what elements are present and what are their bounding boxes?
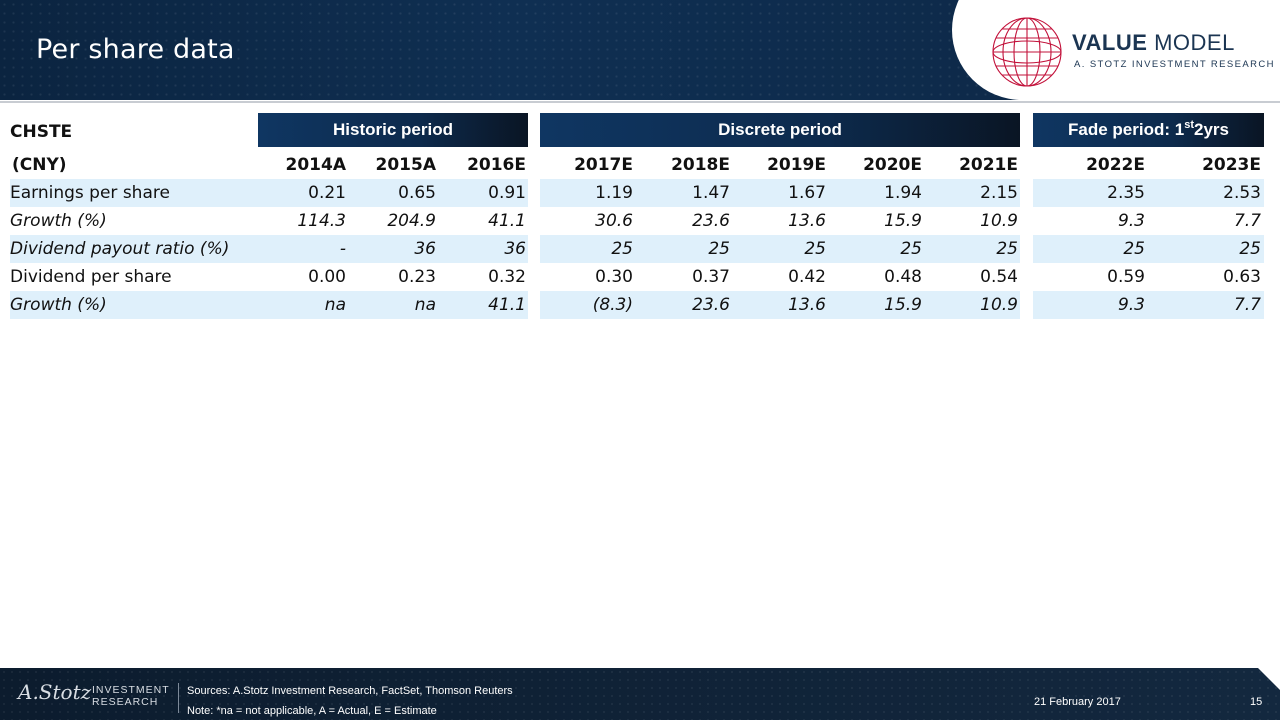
year-header-2022e: 2022E: [1086, 155, 1145, 175]
row-shade: [540, 179, 1020, 207]
page-number: 15: [1250, 696, 1263, 708]
table-cell: 25: [804, 239, 826, 259]
table-cell: 0.42: [788, 267, 826, 287]
header-banner: Per share data: [0, 0, 1280, 100]
year-header-2017e: 2017E: [574, 155, 633, 175]
year-header-2019e: 2019E: [767, 155, 826, 175]
footer-note: Note: *na = not applicable, A = Actual, …: [187, 705, 437, 717]
table-cell: 0.30: [595, 267, 633, 287]
table-cell: 0.37: [692, 267, 730, 287]
footer-logo-signature: A.Stotz: [18, 680, 92, 704]
footer-date: 21 February 2017: [1034, 696, 1121, 708]
footer-divider: [178, 683, 179, 713]
table-cell: 10.9: [980, 211, 1018, 231]
table-cell: na: [324, 295, 346, 315]
row-label: Earnings per share: [10, 183, 170, 203]
footer-logo-text: INVESTMENT RESEARCH: [92, 684, 170, 708]
footer-sources: Sources: A.Stotz Investment Research, Fa…: [187, 685, 513, 697]
table-cell: 9.3: [1117, 211, 1145, 231]
table-cell: 0.21: [308, 183, 346, 203]
row-shade: [10, 235, 258, 263]
table-cell: 0.63: [1223, 267, 1261, 287]
table-cell: 10.9: [980, 295, 1018, 315]
table-cell: 25: [996, 239, 1018, 259]
year-header-2015a: 2015A: [375, 155, 436, 175]
globe-logo-icon: [992, 17, 1062, 87]
row-shade: [258, 291, 528, 319]
brand-name: VALUE MODEL: [1072, 30, 1235, 55]
table-cell: 13.6: [788, 295, 826, 315]
table-cell: -: [339, 239, 346, 259]
table-cell: (8.3): [592, 295, 633, 315]
row-shade: [258, 179, 528, 207]
table-cell: 204.9: [387, 211, 436, 231]
table-cell: 1.94: [884, 183, 922, 203]
table-cell: 36: [504, 239, 526, 259]
table-cell: 41.1: [488, 211, 526, 231]
row-shade: [1033, 291, 1264, 319]
table-cell: 2.53: [1223, 183, 1261, 203]
discrete-period-band: Discrete period: [540, 113, 1020, 147]
currency-label: (CNY): [12, 155, 67, 175]
table-cell: 114.3: [297, 211, 346, 231]
row-label: Dividend payout ratio (%): [10, 239, 230, 259]
table-cell: 36: [414, 239, 436, 259]
row-label: Growth (%): [10, 211, 107, 231]
table-cell: 7.7: [1233, 295, 1261, 315]
table-cell: 1.67: [788, 183, 826, 203]
table-cell: 13.6: [788, 211, 826, 231]
table-cell: na: [414, 295, 436, 315]
header-divider: [0, 101, 1280, 103]
logo-panel: [952, 0, 1280, 100]
table-cell: 25: [708, 239, 730, 259]
table-cell: 0.59: [1107, 267, 1145, 287]
table-cell: 25: [1123, 239, 1145, 259]
table-cell: 0.00: [308, 267, 346, 287]
year-header-2023e: 2023E: [1202, 155, 1261, 175]
row-label: Dividend per share: [10, 267, 172, 287]
footer-bar: [0, 668, 1280, 720]
table-cell: 0.65: [398, 183, 436, 203]
table-cell: 30.6: [595, 211, 633, 231]
table-cell: 0.23: [398, 267, 436, 287]
table-cell: 23.6: [692, 211, 730, 231]
table-cell: 25: [611, 239, 633, 259]
year-header-2014a: 2014A: [285, 155, 346, 175]
year-header-2021e: 2021E: [959, 155, 1018, 175]
table-cell: 41.1: [488, 295, 526, 315]
row-shade: [540, 291, 1020, 319]
table-cell: 0.32: [488, 267, 526, 287]
table-cell: 15.9: [884, 211, 922, 231]
historic-period-band: Historic period: [258, 113, 528, 147]
table-cell: 23.6: [692, 295, 730, 315]
table-cell: 0.54: [980, 267, 1018, 287]
table-cell: 15.9: [884, 295, 922, 315]
table-cell: 2.15: [980, 183, 1018, 203]
row-shade: [10, 291, 258, 319]
row-shade: [1033, 179, 1264, 207]
table-cell: 0.91: [488, 183, 526, 203]
table-cell: 1.19: [595, 183, 633, 203]
year-header-2016e: 2016E: [467, 155, 526, 175]
row-shade: [540, 235, 1020, 263]
table-cell: 0.48: [884, 267, 922, 287]
year-header-2018e: 2018E: [671, 155, 730, 175]
table-cell: 9.3: [1117, 295, 1145, 315]
brand-subtitle: A. STOTZ INVESTMENT RESEARCH: [1074, 59, 1275, 70]
row-shade: [258, 235, 528, 263]
row-label: Growth (%): [10, 295, 107, 315]
year-header-2020e: 2020E: [863, 155, 922, 175]
table-cell: 25: [1239, 239, 1261, 259]
table-cell: 2.35: [1107, 183, 1145, 203]
row-shade: [10, 179, 258, 207]
row-shade: [1033, 235, 1264, 263]
page-title: Per share data: [36, 34, 235, 65]
table-cell: 1.47: [692, 183, 730, 203]
table-cell: 25: [900, 239, 922, 259]
ticker-label: CHSTE: [10, 122, 73, 142]
table-cell: 7.7: [1233, 211, 1261, 231]
